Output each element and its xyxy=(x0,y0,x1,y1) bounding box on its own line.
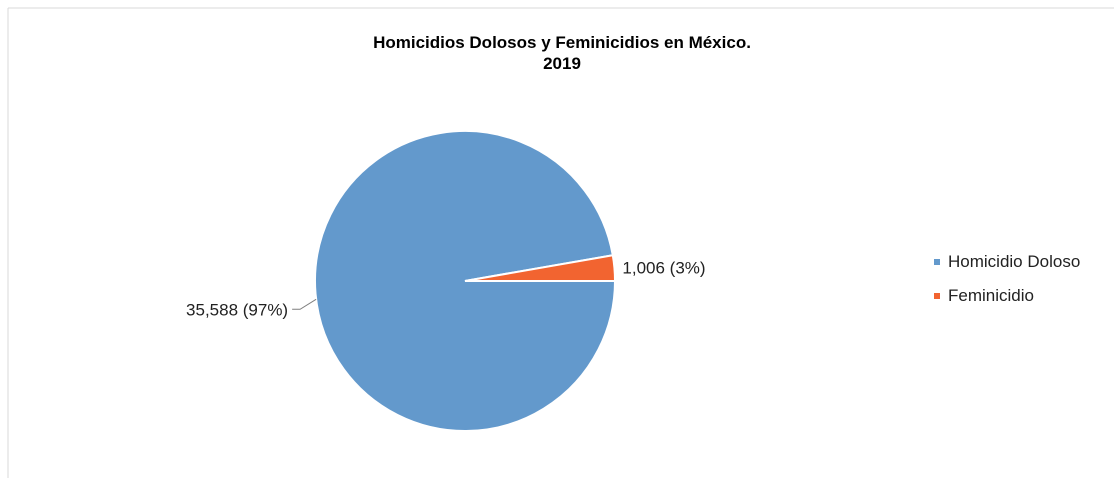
legend-swatch xyxy=(934,293,940,299)
legend-swatch xyxy=(934,259,940,265)
legend-label: Feminicidio xyxy=(948,286,1034,305)
pie-data-labels: 1,006 (3%) 35,588 (97%) xyxy=(186,258,706,319)
data-label-feminicidio: 1,006 (3%) xyxy=(622,258,705,277)
leader-line-homicidio-doloso xyxy=(292,298,317,310)
pie-slices xyxy=(314,130,617,432)
legend-label: Homicidio Doloso xyxy=(948,252,1080,271)
legend-item-feminicidio: Feminicidio xyxy=(934,286,1034,305)
pie-slice-feminicidio xyxy=(464,254,617,282)
chart-subtitle: 2019 xyxy=(543,54,581,73)
chart-title: Homicidios Dolosos y Feminicidios en Méx… xyxy=(373,33,751,52)
chart-legend: Homicidio Doloso Feminicidio xyxy=(934,252,1080,305)
legend-item-homicidio-doloso: Homicidio Doloso xyxy=(934,252,1080,271)
data-label-homicidio-doloso: 35,588 (97%) xyxy=(186,300,288,319)
